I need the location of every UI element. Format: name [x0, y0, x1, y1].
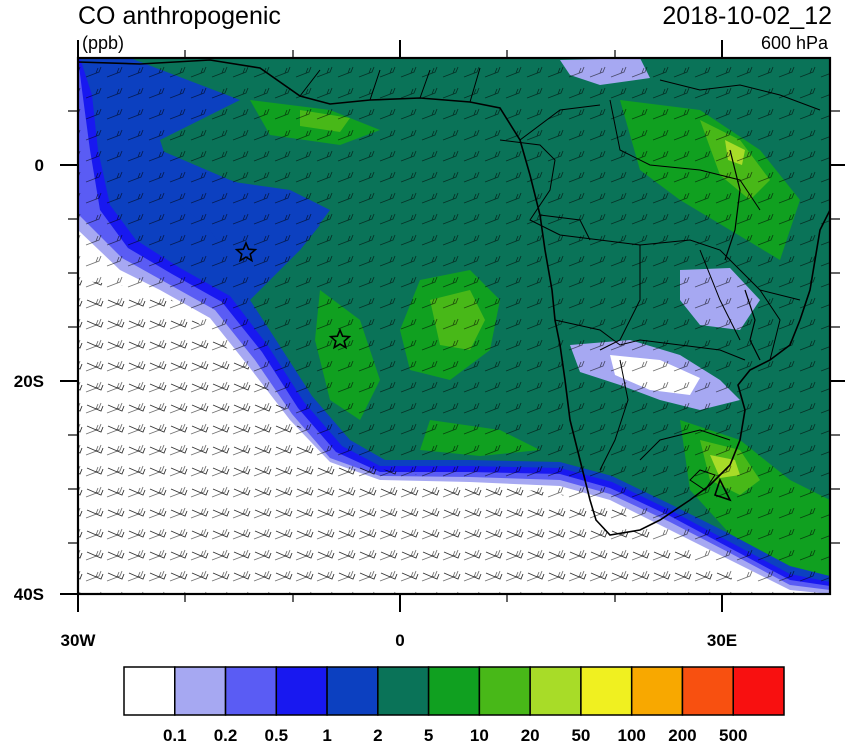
- colorbar: 0.1 0.2 0.5 1 2 5 10 20 50 100 200 500: [123, 666, 785, 745]
- colorbar-label: 2: [373, 726, 382, 745]
- star-marker: [234, 240, 258, 263]
- wind-barbs-south: [78, 280, 760, 594]
- axis-ticks: [60, 40, 845, 612]
- map-frame: [76, 56, 832, 596]
- colorbar-swatch: [326, 666, 379, 716]
- coastlines: [78, 59, 830, 536]
- colorbar-swatch: [224, 666, 278, 716]
- colorbar-label: 1: [322, 726, 331, 745]
- colorbar-swatch: [427, 666, 481, 716]
- colorbar-label: 200: [668, 726, 696, 745]
- site-markers: [234, 240, 352, 350]
- colorbar-swatch: [275, 666, 328, 716]
- map-plot-area: [78, 58, 830, 594]
- colorbar-label: 10: [470, 726, 489, 745]
- colorbar-label: 0.1: [163, 726, 187, 745]
- map-title: CO anthropogenic: [78, 2, 281, 30]
- colorbar-swatch: [478, 666, 531, 716]
- inland-features: [724, 149, 761, 361]
- star-marker: [328, 327, 352, 350]
- colorbar-swatch: [681, 666, 734, 716]
- colorbar-swatch: [580, 666, 633, 716]
- minor-ticks: [68, 50, 840, 602]
- colorbar-label: 100: [618, 726, 646, 745]
- colorbar-label: 20: [521, 726, 540, 745]
- colorbar-label: 0.2: [214, 726, 238, 745]
- units-label: (ppb): [82, 33, 125, 53]
- pressure-level: 600 hPa: [760, 33, 828, 53]
- valid-time: 2018-10-02_12: [662, 2, 832, 30]
- colorbar-swatch: [123, 666, 176, 716]
- y-tick-label: 20S: [14, 372, 44, 391]
- colorbar-label: 500: [719, 726, 747, 745]
- colorbar-swatch: [529, 666, 582, 716]
- colorbar-swatch: [732, 666, 785, 716]
- colorbar-swatch: [630, 666, 684, 716]
- country-borders: [299, 67, 821, 491]
- y-tick-label: 0: [35, 156, 44, 175]
- colorbar-label: 50: [571, 726, 590, 745]
- y-tick-label: 40S: [14, 585, 44, 604]
- x-tick-label: 30E: [707, 631, 737, 650]
- colorbar-label: 5: [424, 726, 433, 745]
- colorbar-swatch: [174, 666, 227, 716]
- x-tick-label: 30W: [61, 631, 97, 650]
- colorbar-label: 0.5: [264, 726, 288, 745]
- x-tick-label: 0: [395, 631, 404, 650]
- colorbar-swatch: [377, 666, 430, 716]
